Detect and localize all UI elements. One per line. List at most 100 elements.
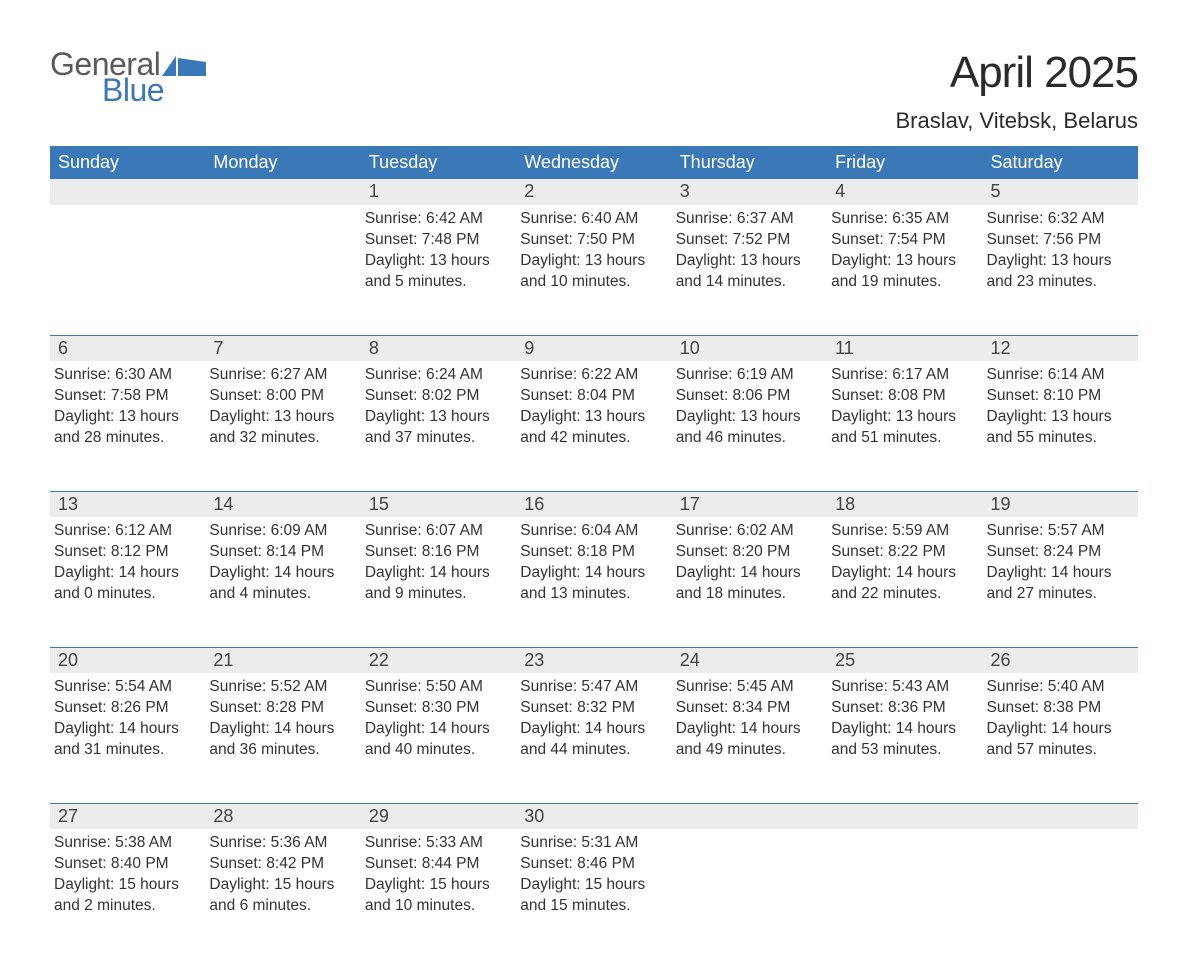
daylight-text: and 31 minutes. <box>54 740 199 761</box>
day-cell: Sunrise: 6:14 AMSunset: 8:10 PMDaylight:… <box>983 361 1138 491</box>
daylight-text: Daylight: 15 hours <box>209 875 354 896</box>
day-details: Sunrise: 5:47 AMSunset: 8:32 PMDaylight:… <box>516 673 671 775</box>
sunset-text: Sunset: 8:38 PM <box>987 698 1132 719</box>
sunset-text: Sunset: 8:46 PM <box>520 854 665 875</box>
day-number: 25 <box>827 647 982 673</box>
day-cell: Sunrise: 6:42 AMSunset: 7:48 PMDaylight:… <box>361 205 516 335</box>
daylight-text: Daylight: 14 hours <box>987 719 1132 740</box>
week-daynum-row: 27282930 <box>50 803 1138 829</box>
sunrise-text: Sunrise: 6:07 AM <box>365 521 510 542</box>
sunset-text: Sunset: 8:14 PM <box>209 542 354 563</box>
day-cell: Sunrise: 5:50 AMSunset: 8:30 PMDaylight:… <box>361 673 516 803</box>
weekday-header-row: Sunday Monday Tuesday Wednesday Thursday… <box>50 146 1138 179</box>
daylight-text: and 27 minutes. <box>987 584 1132 605</box>
day-cell: Sunrise: 6:22 AMSunset: 8:04 PMDaylight:… <box>516 361 671 491</box>
sunrise-text: Sunrise: 6:09 AM <box>209 521 354 542</box>
day-cell: Sunrise: 5:36 AMSunset: 8:42 PMDaylight:… <box>205 829 360 959</box>
daylight-text: and 44 minutes. <box>520 740 665 761</box>
empty-day <box>827 803 982 829</box>
daylight-text: and 28 minutes. <box>54 428 199 449</box>
day-details: Sunrise: 6:37 AMSunset: 7:52 PMDaylight:… <box>672 205 827 307</box>
day-cell: Sunrise: 6:04 AMSunset: 8:18 PMDaylight:… <box>516 517 671 647</box>
daylight-text: and 37 minutes. <box>365 428 510 449</box>
sunset-text: Sunset: 8:36 PM <box>831 698 976 719</box>
daylight-text: Daylight: 15 hours <box>365 875 510 896</box>
daylight-text: Daylight: 13 hours <box>54 407 199 428</box>
header: General Blue April 2025 Braslav, Vitebsk… <box>50 48 1138 134</box>
day-number: 4 <box>827 179 982 205</box>
sunrise-text: Sunrise: 6:35 AM <box>831 209 976 230</box>
sunset-text: Sunset: 8:06 PM <box>676 386 821 407</box>
day-details: Sunrise: 5:50 AMSunset: 8:30 PMDaylight:… <box>361 673 516 775</box>
week-daynum-row: 20212223242526 <box>50 647 1138 673</box>
daylight-text: and 13 minutes. <box>520 584 665 605</box>
day-number: 16 <box>516 491 671 517</box>
sunset-text: Sunset: 7:54 PM <box>831 230 976 251</box>
day-details: Sunrise: 6:17 AMSunset: 8:08 PMDaylight:… <box>827 361 982 463</box>
day-details: Sunrise: 6:14 AMSunset: 8:10 PMDaylight:… <box>983 361 1138 463</box>
title-block: April 2025 Braslav, Vitebsk, Belarus <box>895 48 1138 134</box>
week-daynum-row: 6789101112 <box>50 335 1138 361</box>
day-cell <box>205 205 360 335</box>
day-cell: Sunrise: 6:40 AMSunset: 7:50 PMDaylight:… <box>516 205 671 335</box>
day-number: 8 <box>361 335 516 361</box>
sunrise-text: Sunrise: 5:50 AM <box>365 677 510 698</box>
day-number: 9 <box>516 335 671 361</box>
day-cell: Sunrise: 6:27 AMSunset: 8:00 PMDaylight:… <box>205 361 360 491</box>
empty-day <box>50 179 205 205</box>
logo-text-blue: Blue <box>102 74 206 106</box>
day-number: 19 <box>983 491 1138 517</box>
day-cell: Sunrise: 5:31 AMSunset: 8:46 PMDaylight:… <box>516 829 671 959</box>
day-details: Sunrise: 6:40 AMSunset: 7:50 PMDaylight:… <box>516 205 671 307</box>
day-cell: Sunrise: 6:30 AMSunset: 7:58 PMDaylight:… <box>50 361 205 491</box>
sunrise-text: Sunrise: 5:47 AM <box>520 677 665 698</box>
weekday-header: Wednesday <box>516 146 671 179</box>
day-number: 14 <box>205 491 360 517</box>
daylight-text: Daylight: 13 hours <box>520 251 665 272</box>
daylight-text: and 5 minutes. <box>365 272 510 293</box>
sunset-text: Sunset: 8:10 PM <box>987 386 1132 407</box>
sunset-text: Sunset: 8:34 PM <box>676 698 821 719</box>
sunset-text: Sunset: 7:50 PM <box>520 230 665 251</box>
location-subtitle: Braslav, Vitebsk, Belarus <box>895 108 1138 134</box>
day-cell: Sunrise: 5:47 AMSunset: 8:32 PMDaylight:… <box>516 673 671 803</box>
day-number: 2 <box>516 179 671 205</box>
sunrise-text: Sunrise: 6:19 AM <box>676 365 821 386</box>
day-details: Sunrise: 5:31 AMSunset: 8:46 PMDaylight:… <box>516 829 671 931</box>
day-cell: Sunrise: 5:38 AMSunset: 8:40 PMDaylight:… <box>50 829 205 959</box>
day-cell <box>983 829 1138 959</box>
week-body-row: Sunrise: 5:54 AMSunset: 8:26 PMDaylight:… <box>50 673 1138 803</box>
daylight-text: and 36 minutes. <box>209 740 354 761</box>
day-cell: Sunrise: 5:54 AMSunset: 8:26 PMDaylight:… <box>50 673 205 803</box>
day-details: Sunrise: 6:30 AMSunset: 7:58 PMDaylight:… <box>50 361 205 463</box>
daylight-text: Daylight: 13 hours <box>209 407 354 428</box>
daylight-text: Daylight: 14 hours <box>54 563 199 584</box>
day-cell: Sunrise: 5:43 AMSunset: 8:36 PMDaylight:… <box>827 673 982 803</box>
day-cell <box>827 829 982 959</box>
daylight-text: and 19 minutes. <box>831 272 976 293</box>
day-details: Sunrise: 6:42 AMSunset: 7:48 PMDaylight:… <box>361 205 516 307</box>
daylight-text: Daylight: 14 hours <box>831 719 976 740</box>
weekday-header: Monday <box>205 146 360 179</box>
day-cell: Sunrise: 6:07 AMSunset: 8:16 PMDaylight:… <box>361 517 516 647</box>
sunrise-text: Sunrise: 5:38 AM <box>54 833 199 854</box>
sunrise-text: Sunrise: 5:40 AM <box>987 677 1132 698</box>
day-number: 27 <box>50 803 205 829</box>
daylight-text: and 4 minutes. <box>209 584 354 605</box>
sunrise-text: Sunrise: 5:36 AM <box>209 833 354 854</box>
daylight-text: and 32 minutes. <box>209 428 354 449</box>
daylight-text: Daylight: 13 hours <box>520 407 665 428</box>
daylight-text: and 6 minutes. <box>209 896 354 917</box>
sunrise-text: Sunrise: 6:24 AM <box>365 365 510 386</box>
week-daynum-row: 12345 <box>50 179 1138 205</box>
daylight-text: and 42 minutes. <box>520 428 665 449</box>
sunrise-text: Sunrise: 6:04 AM <box>520 521 665 542</box>
sunrise-text: Sunrise: 5:31 AM <box>520 833 665 854</box>
day-details: Sunrise: 6:02 AMSunset: 8:20 PMDaylight:… <box>672 517 827 619</box>
daylight-text: Daylight: 13 hours <box>676 407 821 428</box>
week-body-row: Sunrise: 6:42 AMSunset: 7:48 PMDaylight:… <box>50 205 1138 335</box>
daylight-text: Daylight: 13 hours <box>987 407 1132 428</box>
daylight-text: and 46 minutes. <box>676 428 821 449</box>
daylight-text: and 51 minutes. <box>831 428 976 449</box>
day-number: 12 <box>983 335 1138 361</box>
